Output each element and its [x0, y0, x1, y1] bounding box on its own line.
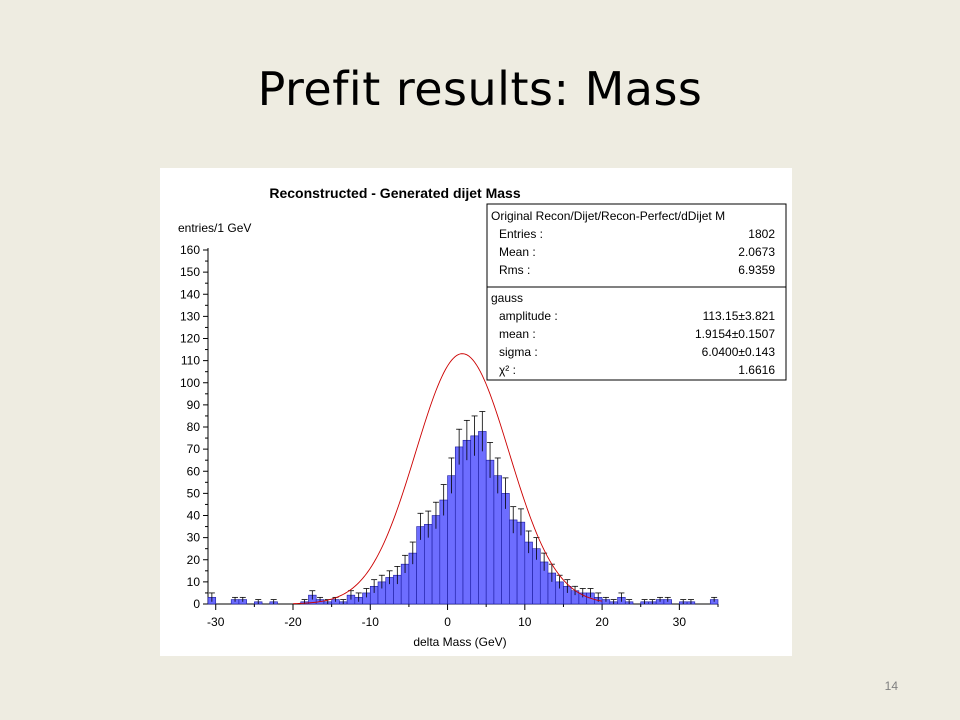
stats-rms-label: Rms :: [499, 263, 530, 277]
histogram-bar: [431, 515, 441, 605]
histogram-chart: Reconstructed - Generated dijet Mass ent…: [178, 185, 787, 649]
histogram-bar: [485, 459, 495, 605]
y-tick-label: 0: [193, 597, 200, 611]
y-tick-label: 20: [187, 553, 201, 567]
fit-chi2-value: 1.6616: [738, 363, 775, 377]
stats-header: Original Recon/Dijet/Recon-Perfect/dDije…: [491, 209, 725, 223]
histogram-bar: [493, 475, 502, 605]
axes: 0102030405060708090100110120130140150160…: [180, 243, 719, 629]
error-bars: [208, 411, 718, 604]
histogram-bar: [501, 493, 510, 605]
x-tick-label: 0: [444, 615, 451, 629]
fit-header: gauss: [491, 291, 523, 305]
fit-amplitude-label: amplitude :: [499, 309, 558, 323]
y-tick-label: 80: [187, 420, 201, 434]
stats-rms-value: 6.9359: [738, 263, 775, 277]
x-tick-label: -30: [207, 615, 225, 629]
fit-chi2-label: χ² :: [499, 363, 516, 377]
fit-sigma-value: 6.0400±0.143: [702, 345, 776, 359]
fit-sigma-label: sigma :: [499, 345, 538, 359]
y-tick-label: 70: [187, 442, 201, 456]
histogram-bar: [447, 475, 456, 605]
histogram-figure: Reconstructed - Generated dijet Mass ent…: [160, 168, 792, 656]
y-tick-label: 10: [187, 575, 201, 589]
y-tick-label: 130: [180, 309, 200, 323]
fit-mean-label: mean :: [499, 327, 536, 341]
histogram-bar: [454, 446, 464, 605]
chart-title: Reconstructed - Generated dijet Mass: [269, 185, 521, 201]
histogram-bar: [470, 435, 479, 605]
y-tick-label: 100: [180, 376, 200, 390]
x-axis-label: delta Mass (GeV): [413, 635, 506, 649]
fit-box: gauss amplitude : 113.15±3.821 mean : 1.…: [486, 286, 787, 381]
slide-title: Prefit results: Mass: [257, 62, 703, 116]
page-number: 14: [884, 679, 898, 693]
fit-amplitude-value: 113.15±3.821: [703, 309, 776, 323]
x-tick-label: 30: [673, 615, 687, 629]
x-tick-label: 10: [518, 615, 532, 629]
y-tick-label: 140: [180, 287, 200, 301]
x-tick-label: -20: [284, 615, 302, 629]
fit-mean-value: 1.9154±0.1507: [695, 327, 775, 341]
gauss-fit-curve: [292, 353, 603, 605]
histogram-bars: [207, 431, 719, 605]
y-tick-label: 50: [187, 486, 201, 500]
histogram-bar: [439, 499, 448, 605]
y-tick-label: 30: [187, 531, 201, 545]
stats-mean-label: Mean :: [499, 245, 536, 259]
y-tick-label: 60: [187, 464, 201, 478]
histogram-bar: [462, 439, 472, 605]
histogram-bar: [478, 431, 487, 605]
x-tick-label: 20: [595, 615, 609, 629]
stats-box: Original Recon/Dijet/Recon-Perfect/dDije…: [486, 203, 787, 288]
y-axis-label: entries/1 GeV: [178, 221, 251, 235]
x-tick-label: -10: [362, 615, 380, 629]
y-tick-label: 90: [187, 398, 201, 412]
y-tick-label: 110: [181, 354, 200, 368]
stats-entries-label: Entries :: [499, 227, 543, 241]
stats-entries-value: 1802: [748, 227, 775, 241]
y-tick-label: 120: [180, 332, 200, 346]
y-tick-label: 160: [180, 243, 200, 257]
y-tick-label: 150: [180, 265, 200, 279]
stats-mean-value: 2.0673: [738, 245, 775, 259]
y-tick-label: 40: [187, 509, 201, 523]
